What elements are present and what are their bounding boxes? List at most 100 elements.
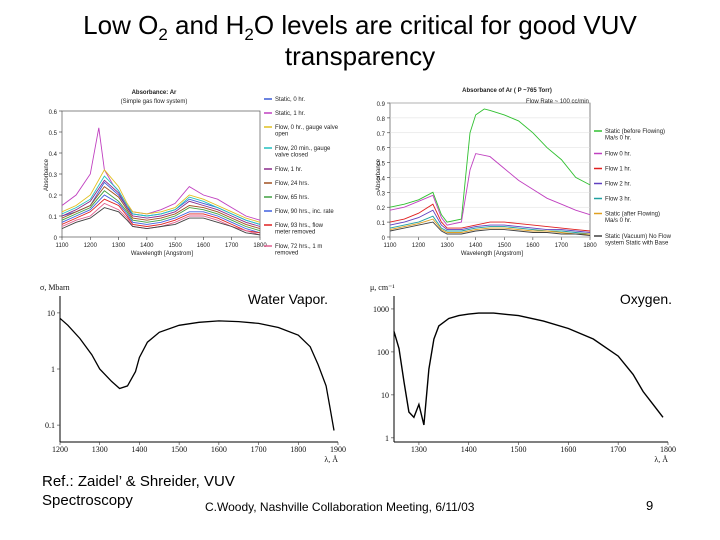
x-tick-label: 1600	[526, 243, 540, 249]
reference-line-2: Spectroscopy	[42, 492, 133, 509]
x-tick-label: 1400	[461, 445, 477, 454]
y-tick-label: 0.7	[377, 132, 386, 138]
series-line-8	[61, 194, 261, 234]
y-axis-label: Absorbance	[44, 158, 50, 191]
x-tick-label: 1600	[560, 445, 576, 454]
legend-label-8: Flow, 90 hrs., inc. rate	[275, 209, 334, 215]
x-tick-label: 1300	[411, 445, 427, 454]
y-tick-label: 10	[47, 309, 55, 318]
series-line-1	[389, 108, 591, 223]
x-tick-label: 1300	[440, 243, 454, 249]
x-tick-label: 1100	[56, 243, 70, 249]
y-tick-label: 0.2	[377, 206, 386, 212]
y-tick-label: 0.5	[49, 131, 58, 137]
legend-label-1: Static (before Flowing) Ma/s 0 hr.	[605, 129, 665, 142]
y-tick-label: 0.6	[49, 110, 58, 116]
x-tick-label: 1500	[171, 445, 187, 454]
series-line-2	[389, 153, 591, 226]
x-tick-label: 1400	[469, 243, 483, 249]
y-tick-label: 100	[377, 348, 389, 357]
x-tick-label: 1700	[251, 445, 267, 454]
series-line-11	[61, 207, 261, 236]
x-tick-label: 1700	[610, 445, 626, 454]
reference-note: Ref.: Zaidel’ & Shreider, VUV Spectrosco…	[42, 472, 235, 510]
y-tick-label: 0	[382, 236, 386, 242]
x-axis-label: Wavelength [Angstrom]	[131, 251, 193, 257]
x-tick-label: 1500	[511, 445, 527, 454]
x-tick-label: 1800	[583, 243, 597, 249]
y-tick-label: 0.6	[377, 147, 386, 153]
x-axis-label: Wavelength [Angstrom]	[461, 251, 523, 257]
series-line-9	[61, 198, 261, 234]
x-tick-label: 1800	[253, 243, 267, 249]
x-tick-label: 1300	[92, 445, 108, 454]
y-tick-label: 0.2	[49, 194, 58, 200]
chart-absorbance-ar-simple: 1100 1200 1300 1400 1500 1600 1700 1800 0 0.1 0.2 0…	[42, 85, 342, 260]
x-tick-label: 1300	[112, 243, 126, 249]
series-line-3	[389, 203, 591, 232]
x-tick-label: 1400	[140, 243, 154, 249]
x-tick-label: 1100	[384, 243, 398, 249]
legend-label-1: Static, 0 hr.	[275, 97, 305, 103]
x-tick-label: 1200	[52, 445, 68, 454]
chart-title: Water Vapor.	[248, 291, 328, 307]
legend-label-3: Flow, 0 hr., gauge valve open	[275, 125, 339, 138]
x-tick-label: 1200	[84, 243, 98, 249]
y-tick-label: 1	[51, 365, 55, 374]
series-line-6	[389, 218, 590, 235]
chart-absorbance-ar-765torr: 1100 1200 1300 1400 1500 1600 1700 1800 0 0.1 0.2 0…	[372, 85, 680, 260]
y-axis-label: Absorbance	[376, 158, 382, 191]
x-tick-label: 1600	[211, 445, 227, 454]
y-tick-label: 0.1	[45, 421, 55, 430]
x-tick-label: 1800	[290, 445, 306, 454]
series-line-4	[61, 175, 261, 225]
legend-label-4: Flow, 20 min., gauge valve closed	[275, 146, 331, 159]
legend-label-5: Flow 3 hr.	[605, 197, 631, 203]
series-line-5	[389, 215, 591, 235]
series-line-6	[61, 185, 261, 230]
x-axis-label: λ, Å	[324, 455, 338, 464]
y-tick-label: 0.3	[49, 173, 58, 179]
x-tick-label: 1200	[412, 243, 426, 249]
legend-label-6: Flow, 24 hrs.	[275, 181, 309, 187]
y-tick-label: 0.9	[377, 102, 386, 108]
legend-label-2: Static, 1 hr.	[275, 111, 305, 117]
chart-title: Oxygen.	[620, 291, 672, 307]
chart-title: Absorbance of Ar ( P ~765 Torr)	[462, 88, 552, 94]
x-tick-label: 1800	[660, 445, 676, 454]
y-tick-label: 0.5	[377, 162, 386, 168]
series-line-1	[59, 317, 335, 431]
y-tick-label: 0.1	[377, 221, 386, 227]
x-tick-label: 1900	[330, 445, 346, 454]
chart-title: Absorbance: Ar	[132, 90, 177, 96]
chart-2-svg: 1100 1200 1300 1400 1500 1600 1700 1800 0 0.1 0.2 0…	[376, 88, 672, 257]
y-axis-label: μ, cm⁻¹	[370, 283, 395, 292]
x-tick-label: 1500	[498, 243, 512, 249]
chart-3-svg: 1200 1300 1400 1500 1600 1700 1800 1900 0.1 1 10 Wa…	[40, 283, 346, 464]
y-tick-label: 0.4	[377, 176, 386, 182]
legend-label-3: Flow 1 hr.	[605, 167, 631, 173]
slide-title: Low O2 and H2O levels are critical for g…	[83, 10, 637, 71]
reference-line-1: Ref.: Zaidel’ & Shreider, VUV	[42, 473, 235, 490]
legend-label-6: Static (after Flowing) Ma/s 0 hr.	[605, 212, 660, 225]
chart-1-svg: 1100 1200 1300 1400 1500 1600 1700 1800 0 0.1 0.2 0…	[44, 90, 339, 257]
y-tick-label: 0.4	[49, 152, 58, 158]
chart-water-vapor: 1200 1300 1400 1500 1600 1700 1800 1900 0.1 1 10 Wa…	[38, 282, 356, 464]
series-line-1	[393, 312, 664, 426]
x-axis-label: λ, Å	[654, 455, 668, 464]
legend-label-9: Flow, 93 hrs., flow meter removed	[275, 223, 324, 236]
y-tick-label: 0.8	[377, 117, 386, 123]
x-tick-label: 1400	[131, 445, 147, 454]
chart-subtitle: (Simple gas flow system)	[121, 99, 188, 105]
y-tick-label: 1000	[373, 305, 389, 314]
chart-4-svg: 1300 1400 1500 1600 1700 1800 1 10 100 1000 Oxygen…	[370, 283, 676, 464]
legend-label-2: Flow 0 hr.	[605, 152, 631, 158]
legend-label-7: Flow, 65 hrs.	[275, 195, 309, 201]
y-axis-label: σ, Mbarn	[40, 283, 70, 292]
y-tick-label: 10	[381, 391, 389, 400]
page-number: 9	[646, 498, 654, 513]
footer-text: C.Woody, Nashville Collaboration Meeting…	[205, 500, 475, 514]
chart-oxygen: 1300 1400 1500 1600 1700 1800 1 10 100 1000 Oxygen…	[368, 282, 686, 464]
series-line-5	[61, 179, 261, 227]
chart-annotation: Flow Rate ~ 100 cc/min	[526, 99, 589, 105]
